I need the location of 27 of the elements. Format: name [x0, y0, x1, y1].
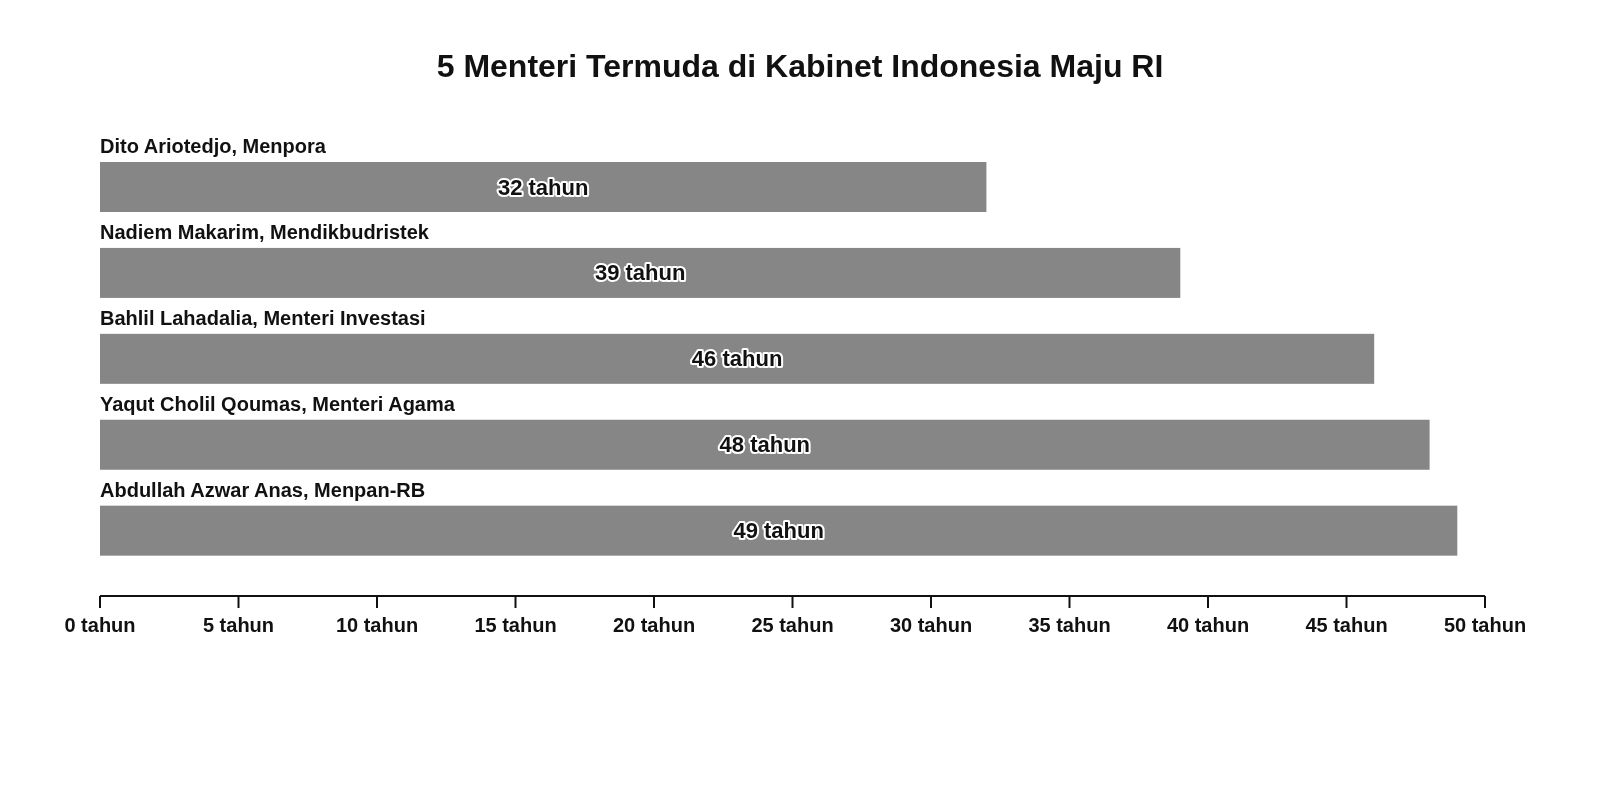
x-tick-label: 45 tahun	[1305, 614, 1388, 636]
bar	[100, 247, 1181, 298]
data-label: 49 tahun	[733, 518, 824, 544]
bar	[100, 162, 987, 212]
x-tick-label: 5 tahun	[202, 614, 275, 636]
data-label: 39 tahun	[594, 260, 686, 286]
data-label: 48 tahun	[719, 432, 811, 458]
x-tick-label: 20 tahun	[612, 614, 696, 636]
x-tick-label: 50 tahun	[1443, 614, 1527, 636]
y-tick-label: Bahlil Lahadalia, Menteri Investasi	[100, 306, 426, 329]
x-tick-label: 0 tahun	[64, 614, 136, 636]
bar	[100, 505, 1458, 556]
x-tick-label: 25 tahun	[751, 614, 834, 636]
y-tick-label: Nadiem Makarim, Mendikbudristek	[100, 220, 430, 243]
x-tick-label: 10 tahun	[335, 614, 419, 636]
data-label: 46 tahun	[691, 346, 783, 372]
x-tick-label: 30 tahun	[889, 614, 973, 636]
chart-title: 5 Menteri Termuda di Kabinet Indonesia Maju RI	[436, 48, 1164, 84]
y-tick-label: Dito Ariotedjo, Menpora	[100, 135, 327, 157]
data-label: 32 tahun	[497, 174, 589, 200]
bar	[100, 419, 1430, 470]
y-tick-label: Abdullah Azwar Anas, Menpan-RB	[100, 478, 426, 501]
bar	[100, 333, 1375, 384]
x-tick-label: 15 tahun	[474, 614, 557, 636]
x-tick-label: 35 tahun	[1028, 614, 1111, 636]
y-tick-label: Yaqut Cholil Qoumas, Menteri Agama	[100, 392, 456, 415]
x-tick-label: 40 tahun	[1166, 614, 1250, 636]
